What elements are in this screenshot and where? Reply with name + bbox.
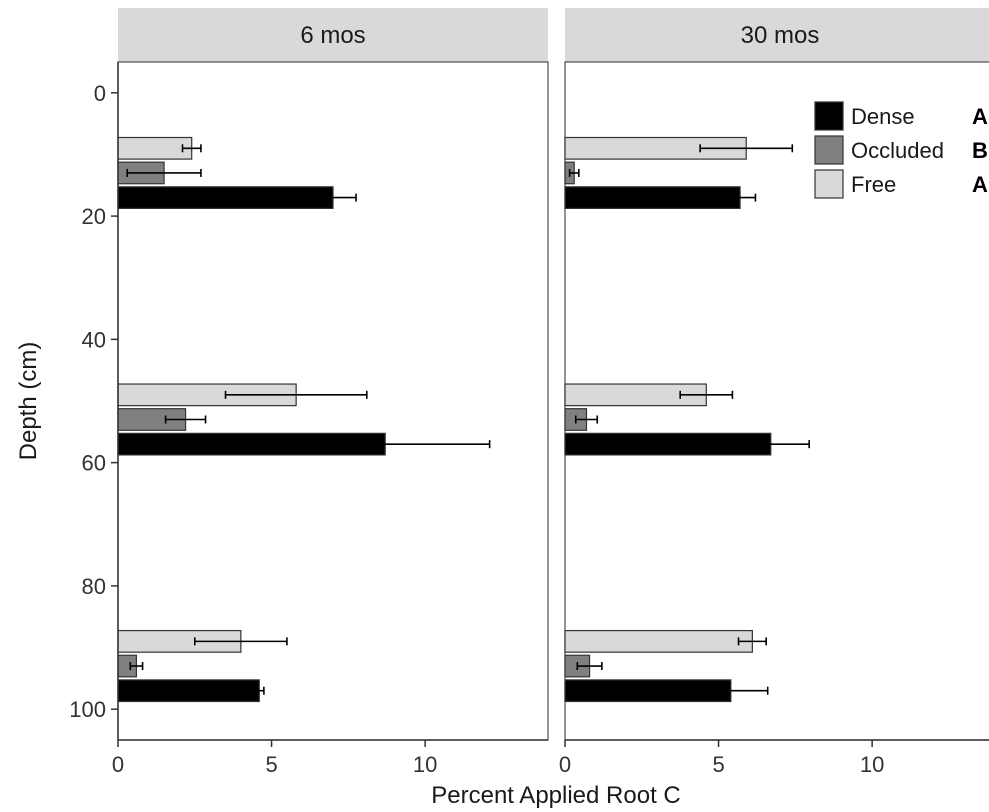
- panel-strip-label: 30 mos: [741, 22, 820, 49]
- x-tick-label: 5: [712, 752, 724, 777]
- legend-letter: A: [972, 104, 988, 129]
- bar-free: [564, 629, 753, 653]
- y-tick-label: 40: [82, 327, 106, 352]
- legend-swatch-dense: [814, 101, 844, 131]
- legend-swatch-free: [814, 169, 844, 199]
- legend-letter: A: [972, 172, 988, 197]
- y-tick-label: 60: [82, 451, 106, 476]
- legend: Dense A Occluded B Free A: [814, 101, 988, 199]
- x-tick-label: 0: [559, 752, 571, 777]
- panel-strip-label: 6 mos: [300, 22, 365, 49]
- legend-swatch-occluded: [814, 135, 844, 165]
- legend-label: Free: [851, 172, 896, 197]
- x-tick-label: 10: [413, 752, 437, 777]
- legend-letter: B: [972, 138, 988, 163]
- legend-label: Occluded: [851, 138, 944, 163]
- x-tick-label: 10: [860, 752, 884, 777]
- y-tick-label: 80: [82, 574, 106, 599]
- x-tick-label: 5: [265, 752, 277, 777]
- x-axis-title: Percent Applied Root C: [431, 782, 680, 809]
- legend-label: Dense: [851, 104, 915, 129]
- bar-free: [117, 136, 193, 160]
- y-axis-title: Depth (cm): [15, 342, 42, 461]
- panel-strip: [118, 8, 548, 62]
- bar-dense: [117, 679, 260, 703]
- bar-dense: [564, 186, 741, 210]
- panel-strip: [565, 8, 989, 62]
- x-tick-label: 0: [112, 752, 124, 777]
- y-tick-label: 100: [69, 697, 106, 722]
- y-tick-label: 20: [82, 204, 106, 229]
- y-tick-label: 0: [94, 81, 106, 106]
- panel-1: 30 mos 0 5 10: [559, 8, 989, 777]
- bar-dense: [117, 186, 334, 210]
